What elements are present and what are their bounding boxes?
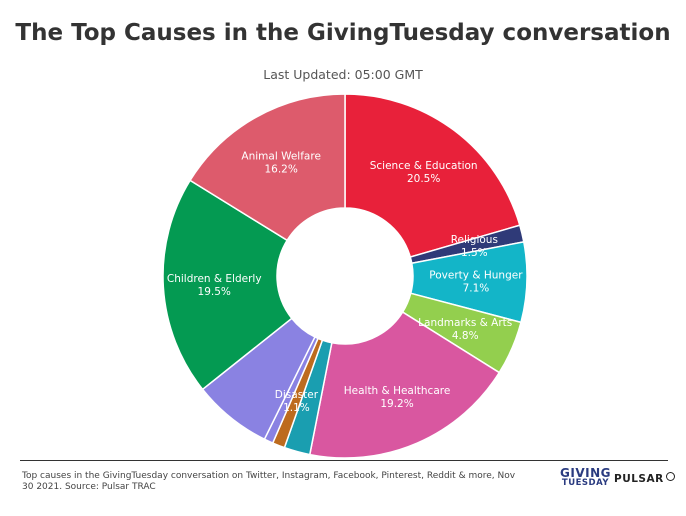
- slice-science-education: [344, 93, 521, 258]
- chart-title: The Top Causes in the GivingTuesday conv…: [15, 20, 671, 46]
- source-footnote: Top causes in the GivingTuesday conversa…: [22, 471, 516, 492]
- slice-percent-label: 7.1%: [463, 283, 490, 295]
- givingtuesday-logo-bottom: TUESDAY: [561, 478, 610, 488]
- footer-divider: [20, 460, 668, 461]
- slice-percent-label: 19.5%: [198, 286, 231, 298]
- last-updated-text: Last Updated: 05:00 GMT: [263, 67, 423, 82]
- slice-label: Religious: [451, 234, 498, 246]
- slice-label: Children & Elderly: [167, 273, 262, 285]
- slice-children-elderly: [162, 179, 293, 391]
- slice-percent-label: 1.1%: [283, 402, 310, 414]
- slice-animal-welfare: [189, 93, 346, 242]
- slice-health-healthcare: [308, 311, 501, 459]
- pulsar-logo: PULSAR: [614, 472, 675, 485]
- pulsar-logo-text: PULSAR: [614, 473, 664, 485]
- slice-percent-label: 4.8%: [452, 330, 479, 342]
- slice-percent-label: 19.2%: [380, 398, 413, 410]
- givingtuesday-logo-top: GIVING: [560, 466, 611, 480]
- slice-label: Animal Welfare: [241, 151, 321, 163]
- slice-label: Landmarks & Arts: [418, 317, 512, 329]
- slice-label: Science & Education: [370, 160, 478, 172]
- slice-label: Health & Healthcare: [344, 385, 451, 397]
- slice-percent-label: 20.5%: [407, 173, 440, 185]
- givingtuesday-logo: GIVING TUESDAY: [560, 466, 611, 488]
- slice-percent-label: 1.5%: [461, 247, 488, 259]
- pulsar-mark-icon: [665, 472, 675, 481]
- slice-percent-label: 16.2%: [264, 164, 297, 176]
- slice-label: Poverty & Hunger: [429, 270, 523, 282]
- slice-label: Disaster: [275, 389, 319, 401]
